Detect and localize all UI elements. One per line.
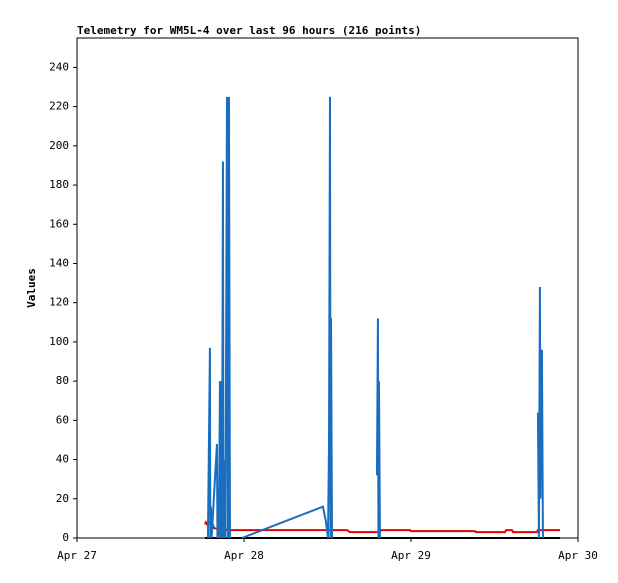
y-tick-label: 140 [49,256,69,269]
x-tick-label: Apr 30 [558,549,598,562]
y-tick-label: 0 [62,531,69,544]
y-axis-label: Values [25,268,38,308]
chart-title: Telemetry for WM5L-4 over last 96 hours … [77,24,421,37]
y-tick-label: 220 [49,100,69,113]
x-tick-label: Apr 29 [391,549,431,562]
x-tick-label: Apr 27 [57,549,97,562]
y-tick-label: 120 [49,296,69,309]
y-tick-label: 40 [56,453,69,466]
y-tick-label: 180 [49,178,69,191]
y-tick-label: 20 [56,492,69,505]
y-tick-label: 60 [56,413,69,426]
y-tick-label: 160 [49,217,69,230]
y-tick-label: 80 [56,374,69,387]
series-line [206,96,544,539]
y-tick-label: 240 [49,60,69,73]
y-tick-label: 100 [49,335,69,348]
x-tick-label: Apr 28 [224,549,264,562]
y-tick-label: 200 [49,139,69,152]
